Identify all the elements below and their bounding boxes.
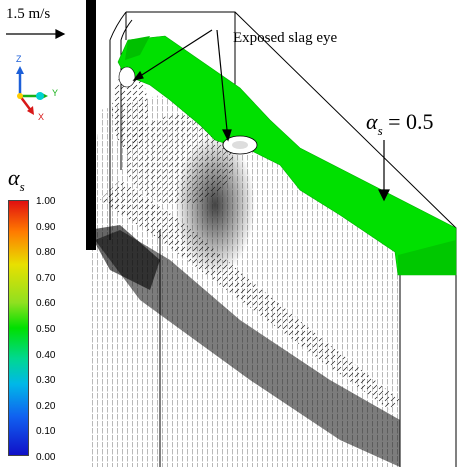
colorbar-tick-label: 0.70 [36,272,56,284]
colorbar-tick-label: 0.30 [36,375,56,387]
colorbar-tick-label: 0.80 [36,247,56,259]
isosurface-symbol: α [366,109,378,134]
colorbar-tick-label: 0.90 [36,221,56,233]
colorbar-title-symbol: α [8,165,20,190]
colorbar-tick-label: 0.20 [36,400,56,412]
colorbar [8,200,29,456]
colorbar-tick-label: 0.00 [36,452,56,463]
colorbar-tick-label: 1.00 [36,196,56,207]
axis-x-label: X [38,112,45,122]
slag-eye-label: Exposed slag eye [233,30,338,46]
colorbar-title: αs [8,165,25,195]
axes-triad [16,66,48,115]
isosurface-label: αs = 0.5 [366,109,434,139]
axis-z-label: Z [16,54,22,64]
isosurface-alpha-0.5 [117,35,457,276]
velocity-scale-label: 1.5 m/s [6,6,51,22]
annotation-arrows [6,29,390,202]
colorbar-tick-label: 0.50 [36,324,56,335]
isosurface-value: = 0.5 [388,109,434,134]
axis-y-label: Y [52,88,59,98]
colorbar-tick-label: 0.40 [36,349,56,361]
colorbar-tick-label: 0.60 [36,298,56,310]
colorbar-tick-label: 0.10 [36,426,56,438]
colorbar-title-subscript: s [19,179,25,194]
nozzle-column [86,0,161,467]
isosurface-subscript: s [377,123,383,138]
